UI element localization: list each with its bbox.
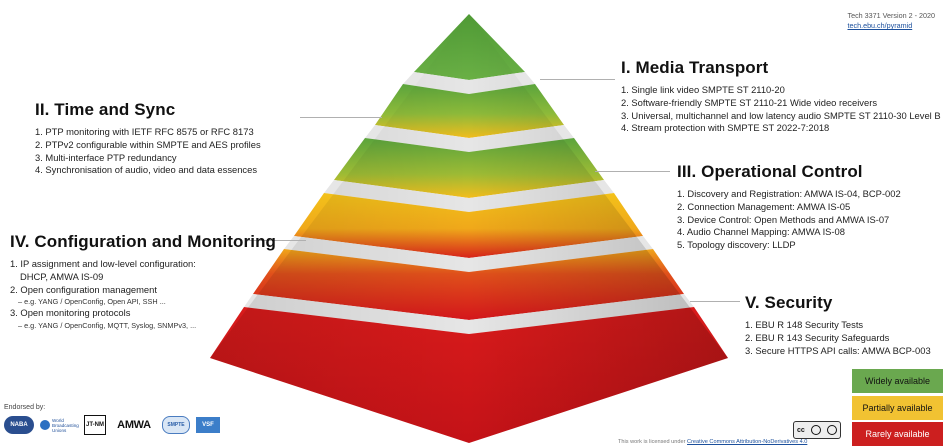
section-security: V. Security 1. EBU R 148 Security Tests … bbox=[745, 293, 931, 357]
cc-license-badge[interactable]: cc bbox=[793, 421, 841, 439]
amwa-logo: AMWA bbox=[117, 419, 151, 431]
legend-widely-available: Widely available bbox=[852, 369, 943, 393]
by-person-icon bbox=[810, 425, 821, 435]
license-prefix: This work is licensed under bbox=[618, 439, 688, 445]
list-item: 1. EBU R 148 Security Tests bbox=[745, 319, 864, 330]
list-item: 4. Audio Channel Mapping: AMWA IS-08 bbox=[677, 226, 845, 238]
section-config-monitoring: IV. Configuration and Monitoring 1. IP a… bbox=[10, 232, 276, 331]
list-item: 2. Software-friendly SMPTE ST 2110-21 Wi… bbox=[621, 96, 878, 108]
list-item: 3. Multi-interface PTP redundancy bbox=[35, 151, 177, 163]
list-subitem: – e.g. YANG / OpenConfig, MQTT, Syslog, … bbox=[18, 321, 197, 331]
pyramid-right-shade bbox=[469, 14, 728, 443]
endorser-logos: NABA World Broadcasting Unions JT-NM AMW… bbox=[4, 415, 220, 435]
leader-operational-control bbox=[595, 171, 670, 172]
list-item: 2. PTPv2 configurable within SMPTE and A… bbox=[35, 138, 261, 150]
endorsed-by-label: Endorsed by: bbox=[4, 404, 46, 411]
version-info: Tech 3371 Version 2 - 2020 tech.ebu.ch/p… bbox=[847, 11, 935, 31]
section-time-sync: II. Time and Sync 1. PTP monitoring with… bbox=[35, 100, 261, 177]
list-item: 3. Device Control: Open Methods and AMWA… bbox=[677, 213, 890, 225]
section-title: II. Time and Sync bbox=[35, 100, 176, 119]
section-operational-control: III. Operational Control 1. Discovery an… bbox=[677, 162, 901, 252]
list-item: 4. Synchronisation of audio, video and d… bbox=[35, 164, 258, 176]
license-text: This work is licensed under Creative Com… bbox=[618, 439, 807, 445]
leader-time-sync bbox=[300, 117, 382, 118]
section-title: III. Operational Control bbox=[677, 162, 863, 181]
leader-security bbox=[690, 301, 740, 302]
pyramid-left-shade bbox=[210, 14, 469, 443]
leader-config-monitoring bbox=[246, 240, 306, 241]
list-item: 1. Discovery and Registration: AMWA IS-0… bbox=[677, 188, 901, 199]
legend-label: Partially available bbox=[862, 403, 933, 413]
list-subitem: – e.g. YANG / OpenConfig, Open API, SSH … bbox=[18, 297, 166, 307]
jtnm-logo: JT-NM bbox=[84, 415, 106, 435]
list-item: 3. Universal, multichannel and low laten… bbox=[621, 109, 941, 121]
cc-badge-label: cc bbox=[797, 426, 805, 434]
list-item: 2. Open configuration management bbox=[10, 283, 157, 295]
list-item-continuation: DHCP, AMWA IS-09 bbox=[20, 270, 104, 282]
list-item: 3. Open monitoring protocols bbox=[10, 307, 131, 319]
legend-partially-available: Partially available bbox=[852, 396, 943, 420]
smpte-logo: SMPTE bbox=[162, 416, 190, 434]
wbu-logo: World Broadcasting Unions bbox=[40, 416, 79, 434]
naba-logo: NABA bbox=[4, 416, 34, 434]
section-title: I. Media Transport bbox=[621, 58, 769, 77]
version-text: Tech 3371 Version 2 - 2020 bbox=[847, 11, 935, 20]
section-title: IV. Configuration and Monitoring bbox=[10, 232, 277, 251]
legend-label: Widely available bbox=[864, 376, 931, 386]
list-item: 2. Connection Management: AMWA IS-05 bbox=[677, 200, 851, 212]
list-item: 5. Topology discovery: LLDP bbox=[677, 239, 796, 251]
list-item: 1. PTP monitoring with IETF RFC 8575 or … bbox=[35, 126, 254, 137]
leader-media-transport bbox=[540, 79, 615, 80]
license-link[interactable]: Creative Commons Attribution-NoDerivativ… bbox=[687, 439, 808, 445]
legend-rarely-available: Rarely available bbox=[852, 422, 943, 446]
section-title: V. Security bbox=[745, 293, 833, 312]
section-media-transport: I. Media Transport 1. Single link video … bbox=[621, 58, 941, 135]
list-item: 3. Secure HTTPS API calls: AMWA BCP-003 bbox=[745, 344, 931, 356]
legend-label: Rarely available bbox=[865, 429, 930, 439]
list-item: 4. Stream protection with SMPTE ST 2022-… bbox=[621, 122, 830, 134]
vsf-logo: VSF bbox=[196, 417, 220, 433]
pyramid-link[interactable]: tech.ebu.ch/pyramid bbox=[847, 21, 913, 30]
list-item: 2. EBU R 143 Security Safeguards bbox=[745, 331, 890, 343]
nd-equals-icon bbox=[826, 425, 837, 435]
list-item: 1. IP assignment and low-level configura… bbox=[10, 258, 196, 269]
list-item: 1. Single link video SMPTE ST 2110-20 bbox=[621, 84, 785, 95]
